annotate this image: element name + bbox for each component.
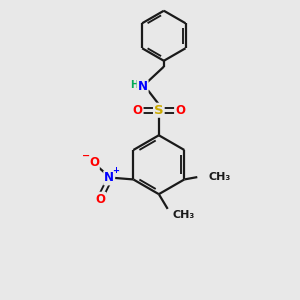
Text: N: N (138, 80, 148, 93)
Text: O: O (133, 104, 142, 117)
Text: O: O (89, 156, 99, 169)
Text: S: S (154, 104, 164, 117)
Text: CH₃: CH₃ (208, 172, 231, 182)
Text: +: + (112, 166, 119, 175)
Text: −: − (82, 151, 91, 161)
Text: H: H (130, 80, 139, 90)
Text: N: N (104, 172, 114, 184)
Text: CH₃: CH₃ (172, 210, 194, 220)
Text: O: O (175, 104, 185, 117)
Text: O: O (95, 193, 105, 206)
